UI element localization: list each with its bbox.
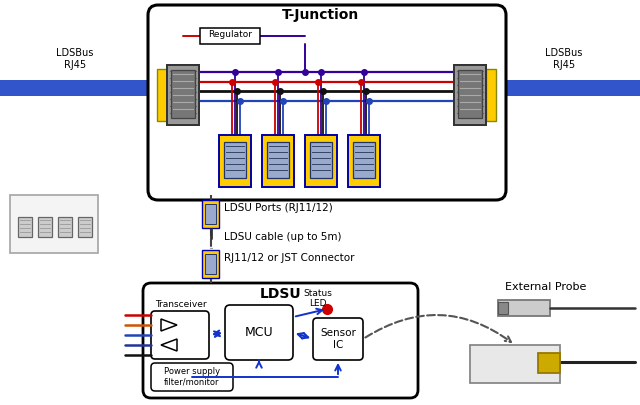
FancyBboxPatch shape	[313, 318, 363, 360]
Bar	[305, 135, 337, 187]
Bar	[498, 300, 550, 316]
Text: Status
LED: Status LED	[303, 289, 332, 308]
Bar	[167, 65, 199, 125]
Bar	[202, 200, 219, 228]
FancyBboxPatch shape	[225, 305, 293, 360]
Bar	[200, 28, 260, 44]
Bar	[10, 195, 98, 253]
Text: RJ11/12 or JST Connector: RJ11/12 or JST Connector	[224, 253, 355, 263]
Bar	[454, 65, 486, 125]
Bar	[224, 142, 246, 178]
Text: Sensor
IC: Sensor IC	[320, 328, 356, 350]
Bar	[0, 80, 157, 96]
Text: T-Junction: T-Junction	[282, 8, 358, 22]
Bar	[348, 135, 380, 187]
Bar	[78, 217, 92, 237]
Bar	[496, 80, 640, 96]
Bar	[205, 254, 216, 274]
Bar	[498, 302, 508, 314]
Text: LDSU cable (up to 5m): LDSU cable (up to 5m)	[224, 232, 342, 242]
Bar	[470, 345, 560, 383]
Bar	[18, 217, 32, 237]
Bar	[267, 142, 289, 178]
Bar	[538, 353, 560, 373]
Text: LDSU Ports (RJ11/12): LDSU Ports (RJ11/12)	[224, 203, 333, 213]
Bar	[202, 250, 219, 278]
FancyBboxPatch shape	[151, 311, 209, 359]
Bar	[205, 204, 216, 224]
Bar	[167, 65, 199, 125]
Bar	[458, 70, 482, 118]
Bar	[38, 217, 52, 237]
Bar	[219, 135, 251, 187]
Text: Power supply
filter/monitor: Power supply filter/monitor	[164, 367, 220, 387]
FancyBboxPatch shape	[148, 5, 506, 200]
Text: Transceiver: Transceiver	[155, 300, 207, 309]
Bar	[171, 70, 195, 118]
Bar	[58, 217, 72, 237]
Bar	[310, 142, 332, 178]
Bar	[486, 69, 496, 121]
Text: MCU: MCU	[244, 326, 273, 339]
Bar	[262, 135, 294, 187]
FancyBboxPatch shape	[143, 283, 418, 398]
Text: LDSBus
RJ45: LDSBus RJ45	[545, 48, 582, 70]
Bar	[353, 142, 375, 178]
Bar	[454, 65, 486, 125]
Text: LDSU: LDSU	[260, 287, 301, 301]
Text: Regulator: Regulator	[208, 30, 252, 39]
Bar	[157, 69, 167, 121]
Text: External Probe: External Probe	[505, 282, 586, 292]
Text: LDSBus
RJ45: LDSBus RJ45	[56, 48, 93, 70]
FancyBboxPatch shape	[151, 363, 233, 391]
